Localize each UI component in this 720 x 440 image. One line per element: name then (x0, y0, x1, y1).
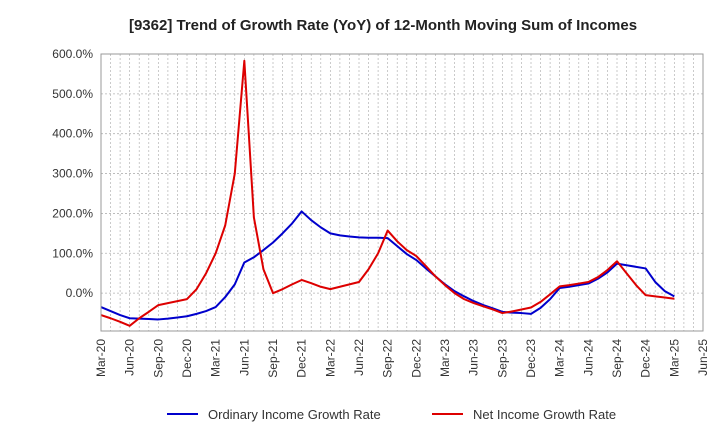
series-line-ordinary-income (100, 210, 675, 321)
plot-frame (100, 53, 704, 332)
x-tick-label: Mar-21 (209, 339, 223, 377)
series-line-net-income (100, 59, 675, 327)
x-tick-label: Jun-20 (123, 339, 137, 376)
y-tick-label: 400.0% (52, 127, 93, 141)
y-tick-label: 600.0% (52, 47, 93, 61)
x-tick-label: Mar-24 (553, 339, 567, 377)
x-tick-label: Sep-22 (381, 339, 395, 378)
y-tick-label: 0.0% (66, 286, 94, 300)
x-tick-label: Jun-24 (581, 339, 595, 376)
x-tick-label: Mar-25 (667, 339, 681, 377)
y-tick-label: 100.0% (52, 246, 93, 260)
y-tick-label: 500.0% (52, 87, 93, 101)
y-axis-ticks: 600.0% 500.0% 400.0% 300.0% 200.0% 100.0% 0.0% (52, 47, 93, 300)
y-tick-label: 200.0% (52, 206, 93, 220)
x-tick-label: Mar-20 (94, 339, 108, 377)
x-tick-label: Mar-22 (323, 339, 337, 377)
x-tick-label: Jun-21 (237, 339, 251, 376)
x-tick-label: Jun-23 (467, 339, 481, 376)
x-tick-label: Jun-25 (696, 339, 710, 376)
x-tick-label: Dec-24 (639, 339, 653, 378)
x-tick-label: Sep-21 (266, 339, 280, 378)
x-axis-ticks: Mar-20 Jun-20 Sep-20 Dec-20 Mar-21 Jun-21 Sep-… (94, 339, 710, 378)
x-tick-label: Sep-20 (151, 339, 165, 378)
x-tick-label: Sep-24 (610, 339, 624, 378)
x-tick-label: Dec-23 (524, 339, 538, 378)
x-tick-label: Dec-20 (180, 339, 194, 378)
x-tick-label: Sep-23 (495, 339, 509, 378)
legend: Ordinary Income Growth Rate Net Income G… (167, 407, 616, 422)
x-tick-label: Jun-22 (352, 339, 366, 376)
legend-label-net: Net Income Growth Rate (473, 407, 616, 422)
legend-label-ordinary: Ordinary Income Growth Rate (208, 407, 381, 422)
x-tick-label: Mar-23 (438, 339, 452, 377)
y-tick-label: 300.0% (52, 167, 93, 181)
x-tick-label: Dec-22 (409, 339, 423, 378)
chart-title: [9362] Trend of Growth Rate (YoY) of 12-… (129, 17, 637, 34)
series-lines (100, 59, 675, 327)
grid (100, 53, 704, 331)
x-tick-label: Dec-21 (295, 339, 309, 378)
